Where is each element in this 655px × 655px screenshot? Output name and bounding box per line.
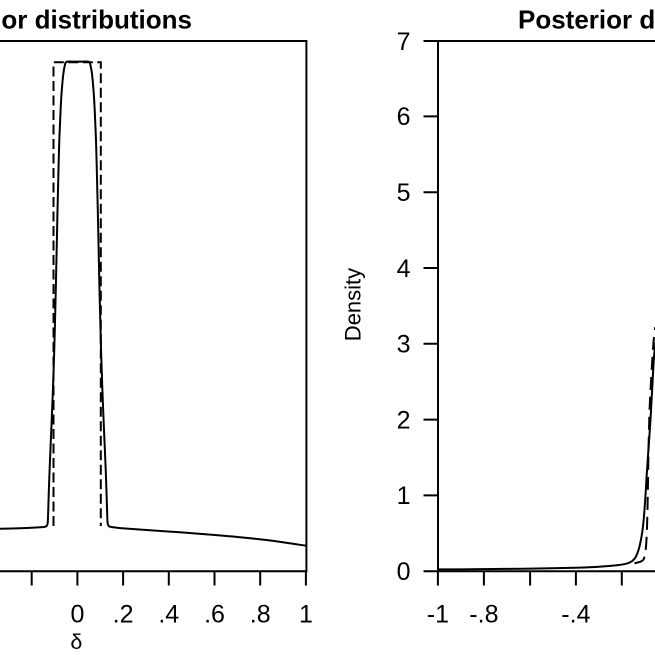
svg-text:2: 2 [397,406,411,434]
svg-text:3: 3 [397,331,411,359]
svg-text:-1: -1 [427,601,449,629]
svg-text:.8: .8 [250,601,271,629]
svg-text:4: 4 [397,255,411,283]
svg-text:5: 5 [397,179,411,207]
svg-text:.2: .2 [113,601,134,629]
svg-text:1: 1 [299,601,313,629]
svg-text:δ: δ [70,630,82,654]
svg-text:0: 0 [70,601,84,629]
svg-text:6: 6 [397,103,411,131]
svg-text:7: 7 [397,28,411,56]
svg-text:Prior distributions: Prior distributions [0,5,192,35]
svg-text:1: 1 [397,482,411,510]
svg-text:Density: Density [341,268,366,341]
svg-text:.4: .4 [158,601,179,629]
svg-text:-.8: -.8 [469,601,498,629]
svg-text:-.4: -.4 [561,601,590,629]
svg-text:0: 0 [397,558,411,586]
svg-text:.6: .6 [204,601,225,629]
svg-text:Posterior distributions: Posterior distributions [518,5,655,35]
